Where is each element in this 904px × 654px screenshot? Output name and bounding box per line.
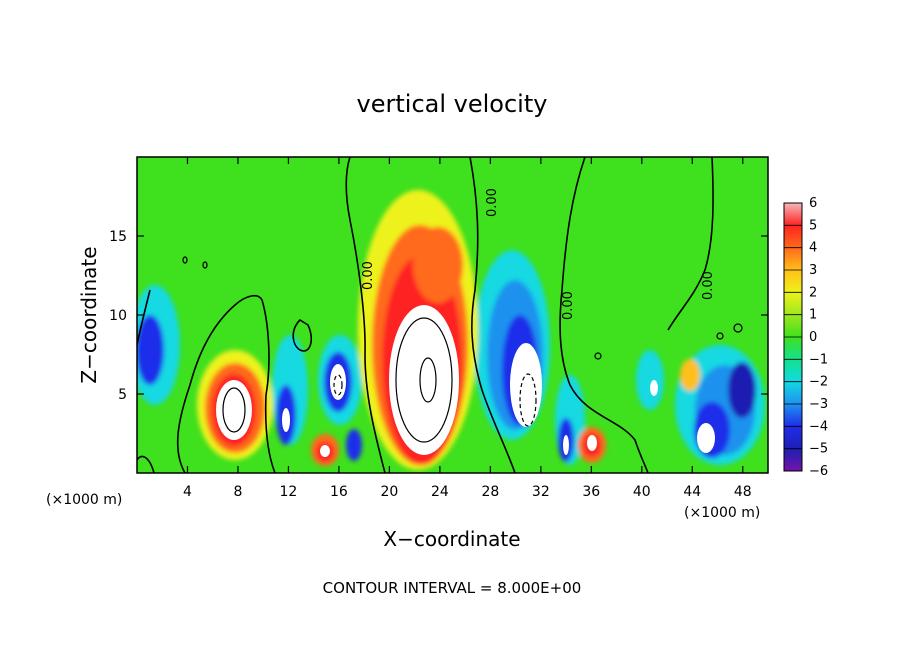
contour-lines: [137, 157, 714, 473]
downdraft-core-5: [650, 380, 658, 396]
y-tick-label: 15: [109, 229, 127, 245]
x-tick-label: 8: [233, 484, 242, 500]
downdraft-core-1: [330, 364, 346, 400]
contour-lines-negative: [333, 373, 537, 427]
downdraft-core-3: [563, 435, 569, 455]
x-tick-label: 36: [582, 484, 600, 500]
contour-label-3: 0.00: [561, 291, 576, 320]
y-ticks: 5 10 15: [109, 229, 768, 403]
colorbar-label: −3: [809, 397, 828, 412]
colorbar-label: 5: [809, 218, 817, 233]
downdraft-core-2: [282, 408, 290, 432]
colorbar-label: 2: [809, 285, 817, 300]
x-ticks: 4 8 12 16 20 24 28 32 36 40 44 48: [183, 157, 752, 500]
colorbar-label: 4: [809, 241, 817, 256]
colorbar-label: −6: [809, 464, 828, 479]
downdraft-core-main: [510, 343, 542, 427]
updraft-core-3: [587, 435, 597, 451]
x-tick-label: 32: [532, 484, 550, 500]
colorbar-label: 0: [809, 330, 817, 345]
updraft-core-main: [389, 305, 459, 455]
contour-label-4: 0.00: [701, 271, 716, 300]
colorbar-label: −2: [809, 375, 828, 390]
updraft-core-1: [216, 380, 252, 440]
x-tick-label: 16: [330, 484, 348, 500]
downdraft-core-4: [697, 423, 715, 453]
x-axis-label: X−coordinate: [383, 527, 520, 551]
plot-area: 0.00 0.00 0.00 0.00: [137, 157, 768, 473]
chart-title: vertical velocity: [357, 90, 548, 118]
x-unit-left: (×1000 m): [46, 492, 122, 508]
x-tick-label: 24: [431, 484, 449, 500]
x-tick-label: 28: [481, 484, 499, 500]
x-tick-label: 4: [183, 484, 192, 500]
colorbar: 6 5 4 3 2 1 0 −1 −2 −3 −4 −5 −6: [783, 196, 828, 479]
contour-lines-inner: [222, 317, 453, 443]
colorbar-ticks: 6 5 4 3 2 1 0 −1 −2 −3 −4 −5 −6: [784, 196, 828, 479]
x-tick-label: 44: [683, 484, 701, 500]
x-tick-label: 12: [280, 484, 298, 500]
y-tick-label: 5: [118, 387, 127, 403]
colorbar-label: 6: [809, 196, 817, 211]
contour-blobs: [182, 256, 743, 360]
contour-interval-note: CONTOUR INTERVAL = 8.000E+00: [323, 579, 582, 597]
contour-label-1: 0.00: [485, 188, 500, 217]
colorbar-label: 3: [809, 263, 817, 278]
colorbar-label: −1: [809, 352, 828, 367]
x-unit-right: (×1000 m): [684, 505, 760, 521]
x-tick-label: 48: [734, 484, 752, 500]
x-tick-label: 20: [380, 484, 398, 500]
colorbar-label: −5: [809, 442, 828, 457]
x-tick-label: 40: [633, 484, 651, 500]
colorbar-label: 1: [809, 308, 817, 323]
contour-label-2: 0.00: [361, 261, 376, 290]
updraft-core-2: [320, 445, 330, 457]
colorbar-label: −4: [809, 419, 828, 434]
y-tick-label: 10: [109, 308, 127, 324]
y-axis-label: Z−coordinate: [77, 246, 101, 383]
